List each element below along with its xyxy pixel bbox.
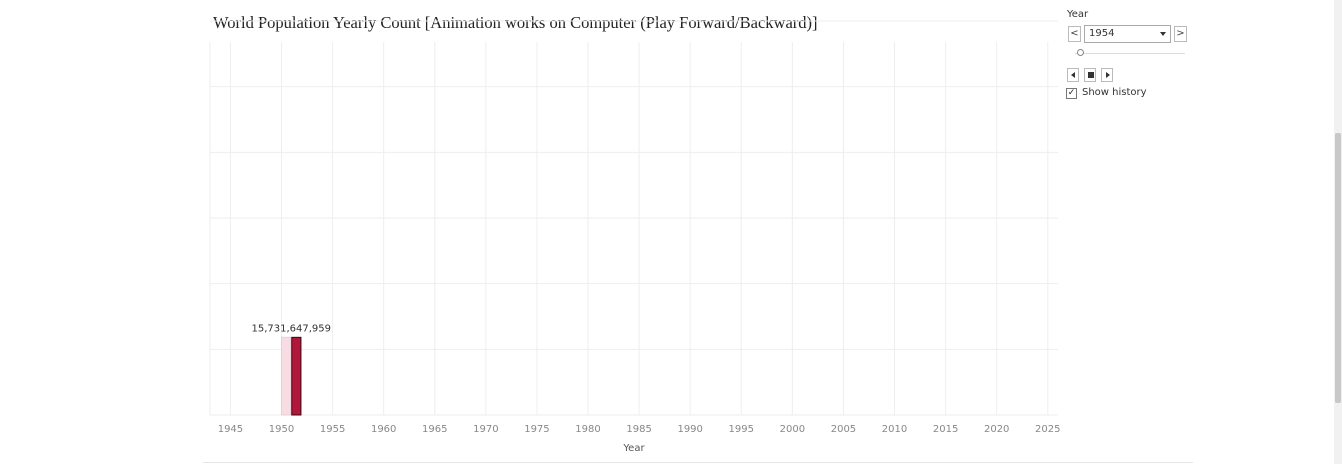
current-year-bar: [291, 336, 302, 416]
play-backward-button[interactable]: [1067, 68, 1079, 82]
x-tick-label: 2015: [933, 424, 958, 435]
stop-button[interactable]: [1084, 68, 1096, 82]
x-tick-label: 2000: [780, 424, 805, 435]
x-tick-label: 1955: [320, 424, 345, 435]
chart-area: 1945 1950 1955 1960 1965 1970 1975 1980 1985 2000…: [209, 20, 1060, 454]
bar-value-label: 15,731,647,959: [251, 323, 331, 334]
scrollbar-thumb[interactable]: [1335, 133, 1341, 403]
x-tick-label: 1960: [371, 424, 396, 435]
x-tick-label: 1950: [269, 424, 294, 435]
x-tick-label: 1995: [729, 424, 754, 435]
year-slider-thumb[interactable]: [1077, 49, 1085, 56]
history-bar: [281, 336, 292, 416]
x-tick-label: 1980: [575, 424, 600, 435]
chart-title: World Population Yearly Count [Animation…: [213, 13, 818, 32]
play-forward-icon: [1106, 72, 1110, 78]
play-forward-button[interactable]: [1101, 68, 1113, 82]
x-tick-label: 2020: [984, 424, 1009, 435]
x-tick-label: 1945: [218, 424, 243, 435]
divider: [203, 462, 1193, 463]
x-tick-label: 2025: [1035, 424, 1060, 435]
x-tick-label: 2005: [831, 424, 856, 435]
year-parameter-label: Year: [1067, 9, 1089, 20]
play-backward-icon: [1071, 72, 1075, 78]
caret-down-icon: [1160, 32, 1166, 36]
x-tick-label: 1985: [626, 424, 651, 435]
x-tick-label: 1975: [524, 424, 549, 435]
year-select[interactable]: 1954: [1084, 25, 1171, 43]
x-tick-label: 1965: [422, 424, 447, 435]
x-tick-label: 2010: [882, 424, 907, 435]
year-slider-track[interactable]: [1075, 53, 1185, 54]
x-axis-title: Year: [622, 443, 645, 454]
previous-year-button[interactable]: <: [1068, 26, 1081, 42]
show-history-label: Show history: [1082, 87, 1147, 98]
show-history-checkbox[interactable]: ✓: [1066, 88, 1077, 99]
x-tick-label: 1970: [473, 424, 498, 435]
year-select-value: 1954: [1089, 28, 1115, 39]
x-tick-label: 1990: [677, 424, 702, 435]
stop-icon: [1088, 72, 1094, 78]
next-year-button[interactable]: >: [1174, 26, 1187, 42]
